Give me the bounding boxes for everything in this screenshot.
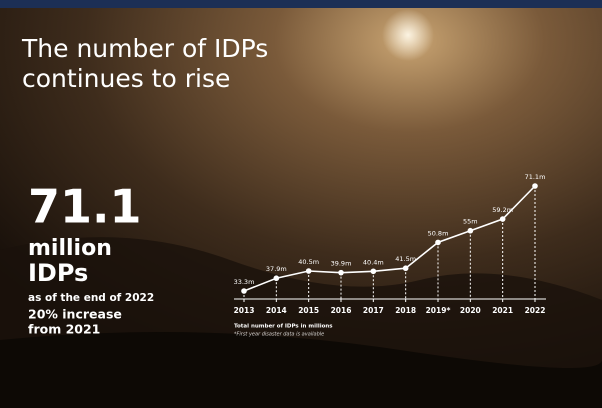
sun (382, 9, 434, 61)
x-tick-label: 2020 (460, 306, 481, 315)
x-tick-label: 2018 (395, 306, 416, 315)
x-tick-label: 2015 (298, 306, 319, 315)
value-label: 40.5m (298, 258, 319, 266)
x-tick-label: 2017 (363, 306, 384, 315)
x-tick-label: 2021 (492, 306, 513, 315)
value-label: 71.1m (525, 173, 546, 181)
infographic: The number of IDPs continues to rise 71.… (0, 0, 602, 408)
value-label: 50.8m (428, 229, 449, 237)
headline-change: 20% increase (28, 307, 122, 322)
value-label: 39.9m (331, 260, 352, 268)
footnote: *First year disaster data is available (234, 332, 324, 338)
x-tick-label: 2014 (266, 306, 287, 315)
x-tick-label: 2022 (525, 306, 546, 315)
title: continues to rise (22, 64, 230, 93)
point (274, 275, 280, 281)
value-label: 55m (463, 218, 478, 226)
value-label: 41.5m (395, 255, 416, 263)
footnote: Total number of IDPs in millions (234, 324, 333, 330)
headline-figure: 71.1 (28, 180, 142, 234)
headline-subject: IDPs (28, 259, 88, 287)
point (371, 268, 377, 274)
value-label: 59.2m (492, 206, 513, 214)
value-label: 40.4m (363, 258, 384, 266)
point (403, 265, 409, 271)
point (468, 228, 474, 234)
point (241, 288, 247, 294)
x-tick-label: 2019* (426, 306, 451, 315)
point (306, 268, 312, 274)
point (500, 216, 506, 222)
headline-change: from 2021 (28, 322, 100, 337)
point (435, 240, 441, 246)
x-tick-label: 2013 (234, 306, 255, 315)
headline-unit: million (28, 236, 112, 261)
x-tick-label: 2016 (331, 306, 352, 315)
point (532, 183, 538, 189)
title: The number of IDPs (21, 34, 268, 63)
headline-note: as of the end of 2022 (28, 292, 154, 304)
value-label: 33.3m (234, 278, 255, 286)
value-label: 37.9m (266, 265, 287, 273)
point (338, 270, 344, 276)
top-band (0, 0, 602, 8)
